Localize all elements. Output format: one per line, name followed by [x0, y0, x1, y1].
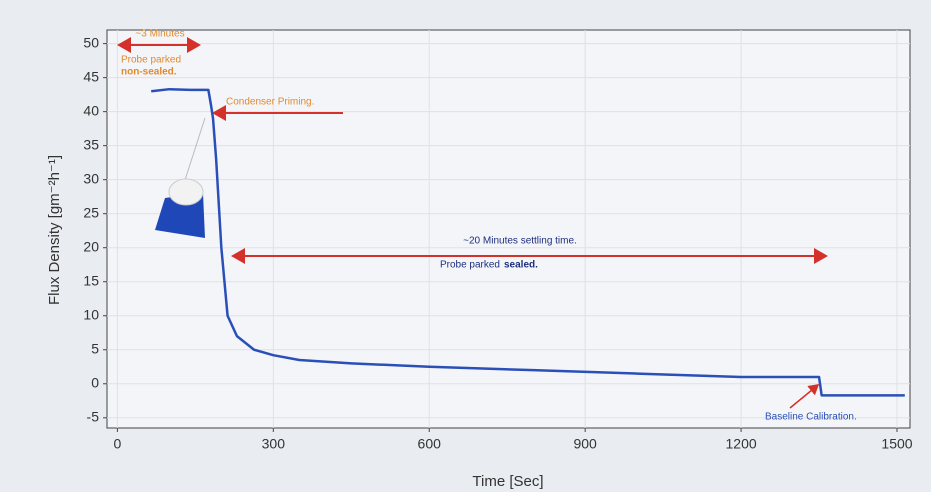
y-tick-label: 50 — [83, 34, 99, 50]
annotation: sealed. — [504, 260, 538, 271]
y-tick-label: 0 — [91, 374, 99, 390]
x-tick-label: 0 — [113, 436, 121, 452]
y-tick-label: -5 — [87, 408, 100, 424]
annotation: ~20 Minutes settling time. — [463, 236, 577, 247]
grid — [107, 30, 910, 428]
annotation: Baseline Calibration. — [765, 412, 857, 423]
y-tick-label: 20 — [83, 238, 99, 254]
x-tick-label: 1500 — [881, 436, 912, 452]
y-tick-label: 25 — [83, 204, 99, 220]
x-axis-label: Time [Sec] — [472, 473, 543, 490]
x-tick-label: 1200 — [726, 436, 757, 452]
y-tick-label: 10 — [83, 306, 99, 322]
annotation: non-sealed. — [121, 67, 177, 78]
y-tick-label: 35 — [83, 136, 99, 152]
annotation: Probe parked — [121, 55, 181, 66]
x-tick-label: 600 — [418, 436, 442, 452]
y-tick-label: 30 — [83, 170, 99, 186]
annotation: Probe parked — [440, 260, 500, 271]
y-tick-label: 15 — [83, 272, 99, 288]
annotation: Condenser Priming. — [226, 97, 314, 108]
arrow — [789, 384, 820, 409]
plot-area — [106, 29, 911, 429]
annotation: ~3 Minutes — [135, 29, 184, 40]
y-tick-label: 45 — [83, 68, 99, 84]
y-tick-label: 5 — [91, 340, 99, 356]
y-axis-label: Flux Density [gm⁻²h⁻¹] — [46, 155, 63, 305]
y-tick-label: 40 — [83, 102, 99, 118]
x-tick-label: 300 — [262, 436, 286, 452]
x-tick-label: 900 — [573, 436, 597, 452]
probe-icon — [155, 117, 206, 238]
data-line — [151, 87, 905, 397]
